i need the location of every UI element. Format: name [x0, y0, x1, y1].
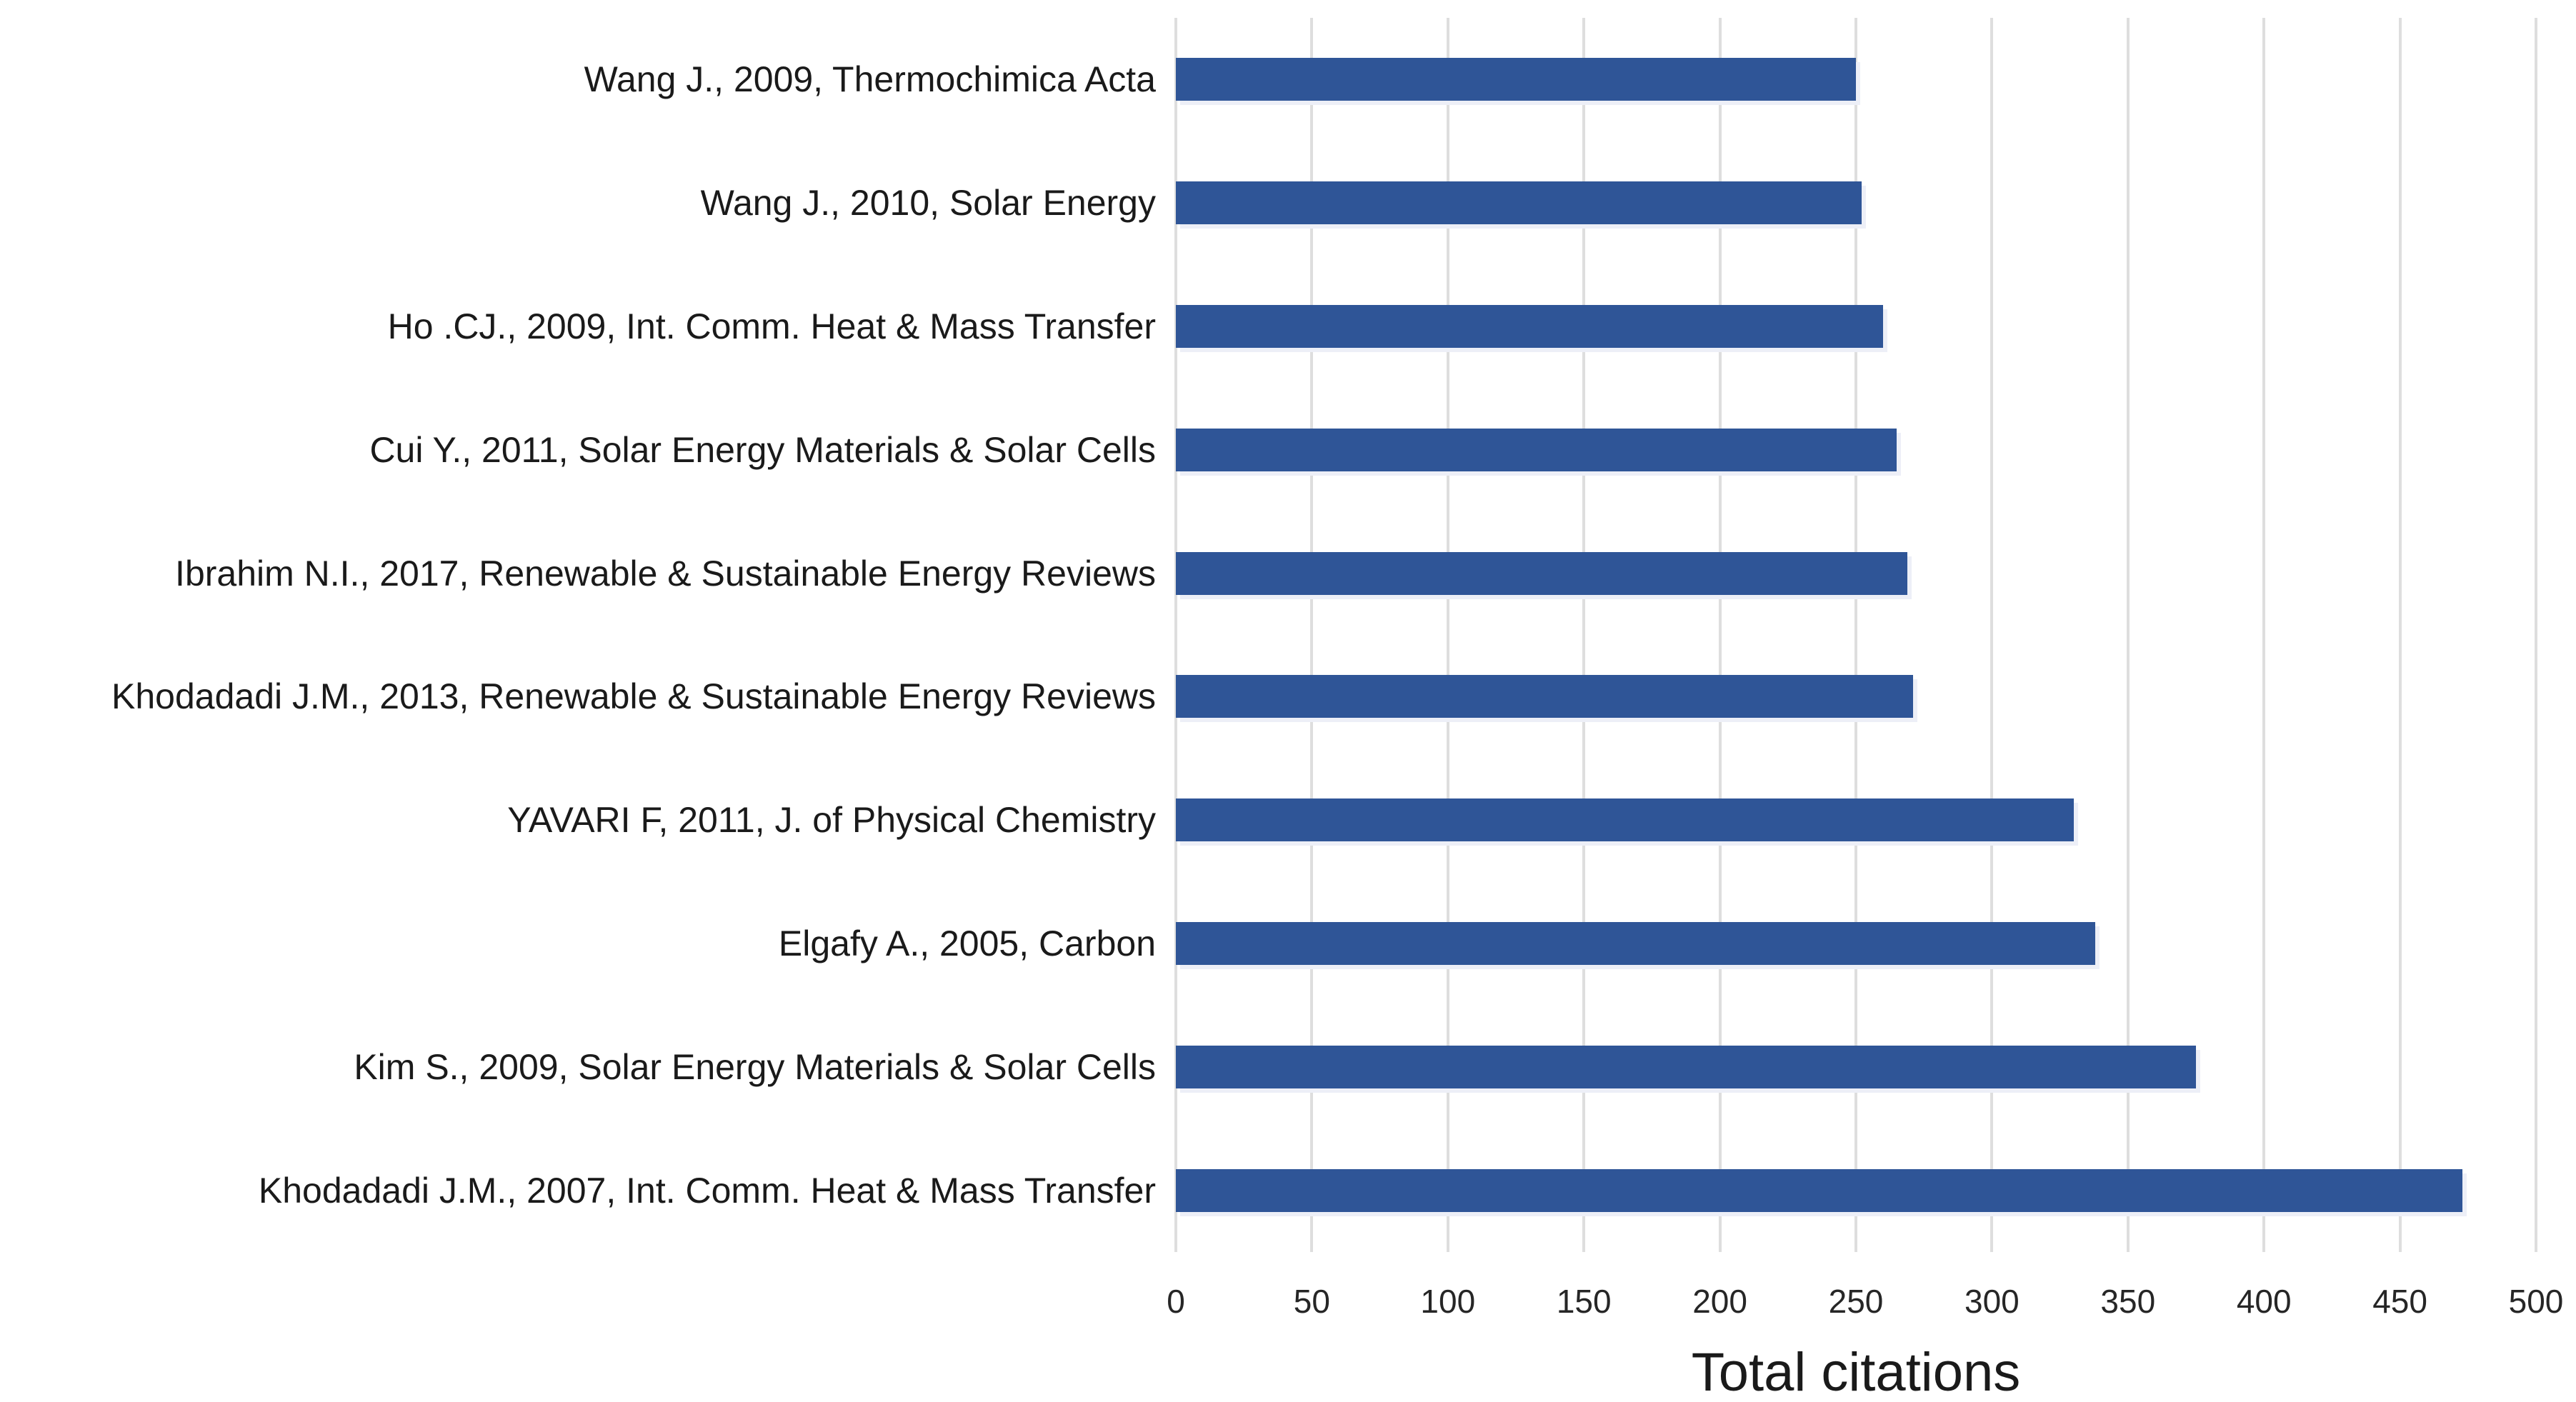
gridline-x-100	[1446, 18, 1449, 1252]
gridline-x-50	[1310, 18, 1314, 1252]
x-tick-label: 0	[1167, 1283, 1185, 1320]
gridline-x-0	[1174, 18, 1177, 1252]
bar	[1176, 58, 1856, 101]
bar	[1176, 181, 1862, 225]
gridline-x-450	[2398, 18, 2402, 1252]
x-tick-label: 450	[2372, 1283, 2427, 1320]
gridline-x-250	[1854, 18, 1857, 1252]
category-label: Wang J., 2009, Thermochimica Acta	[584, 59, 1156, 100]
category-label: Cui Y., 2011, Solar Energy Materials & S…	[369, 429, 1156, 470]
category-label: Kim S., 2009, Solar Energy Materials & S…	[354, 1046, 1156, 1087]
gridline-x-200	[1718, 18, 1722, 1252]
gridline-x-300	[1990, 18, 1994, 1252]
bar	[1176, 1168, 2463, 1212]
bar	[1176, 428, 1897, 471]
x-tick-label: 400	[2236, 1283, 2292, 1320]
bar	[1176, 1045, 2196, 1088]
x-tick-label: 250	[1828, 1283, 1884, 1320]
gridline-x-500	[2535, 18, 2537, 1252]
x-tick-label: 100	[1420, 1283, 1476, 1320]
x-tick-label: 50	[1293, 1283, 1330, 1320]
category-label: Elgafy A., 2005, Carbon	[778, 923, 1156, 963]
bar	[1176, 551, 1908, 595]
bar	[1176, 798, 2074, 842]
gridline-x-350	[2126, 18, 2130, 1252]
x-tick-label: 150	[1556, 1283, 1612, 1320]
x-tick-label: 300	[1965, 1283, 2020, 1320]
gridline-x-150	[1582, 18, 1586, 1252]
category-label: Ho .CJ., 2009, Int. Comm. Heat & Mass Tr…	[387, 306, 1156, 346]
gridline-x-400	[2262, 18, 2266, 1252]
category-label: Wang J., 2010, Solar Energy	[700, 183, 1156, 224]
category-label: Khodadadi J.M., 2007, Int. Comm. Heat & …	[258, 1170, 1156, 1211]
category-label: Khodadadi J.M., 2013, Renewable & Sustai…	[111, 676, 1156, 717]
bar	[1176, 305, 1884, 348]
x-axis-title: Total citations	[1691, 1342, 2021, 1402]
x-tick-label: 500	[2508, 1283, 2564, 1320]
x-tick-label: 350	[2100, 1283, 2156, 1320]
bar	[1176, 922, 2096, 965]
category-label: YAVARI F, 2011, J. of Physical Chemistry	[507, 800, 1156, 841]
category-label: Ibrahim N.I., 2017, Renewable & Sustaina…	[175, 553, 1156, 594]
x-tick-label: 200	[1692, 1283, 1747, 1320]
bar	[1176, 675, 1913, 718]
